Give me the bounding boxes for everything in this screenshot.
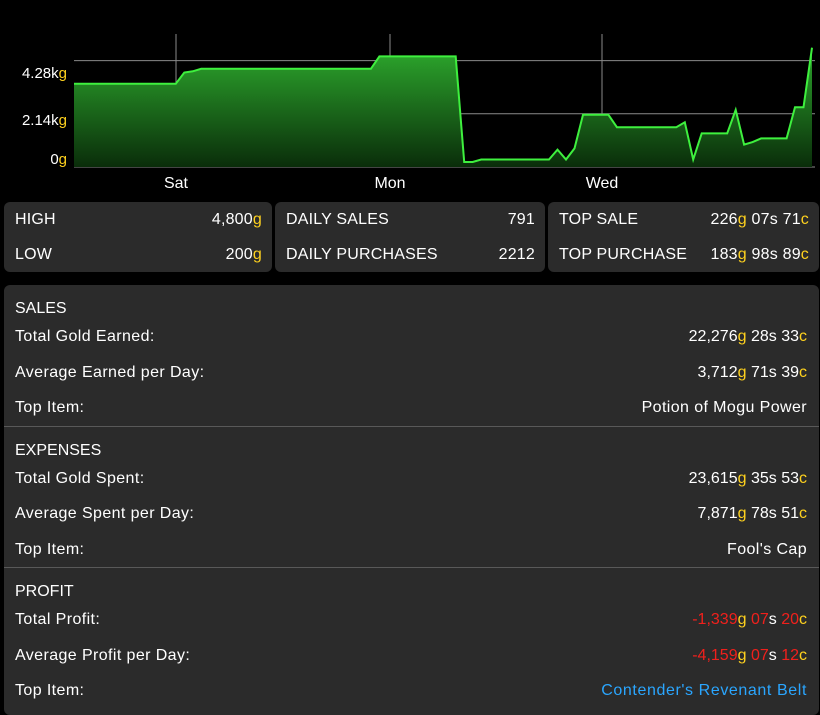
daily-purchases-row: DAILY PURCHASES 2212 (286, 237, 535, 272)
sales-top-item-row: Top Item: Potion of Mogu Power (15, 390, 807, 426)
total-earned-label: Total Gold Earned: (15, 328, 155, 345)
total-spent-value: 23,615g 35s 53c (688, 469, 807, 487)
daily-volume-box: DAILY SALES 791 DAILY PURCHASES 2212 (275, 202, 545, 272)
avg-profit-value: -4,159g 07s 12c (692, 646, 807, 664)
sales-section: SALES Total Gold Earned: 22,276g 28s 33c… (4, 285, 819, 427)
profit-title: PROFIT (15, 583, 74, 600)
high-row: HIGH 4,800g (15, 202, 262, 237)
y-tick-label: 4.28kg (22, 65, 67, 82)
x-tick-label: Mon (374, 175, 405, 192)
y-axis-labels: 4.28kg 2.14kg 0g (22, 65, 67, 168)
low-label: LOW (15, 246, 53, 263)
total-earned-value: 22,276g 28s 33c (688, 328, 807, 345)
total-profit-row: Total Profit: -1,339g 07s 20c (15, 602, 807, 638)
y-tick-label: 2.14kg (22, 112, 67, 129)
high-low-box: HIGH 4,800g LOW 200g (4, 202, 272, 272)
x-axis-labels: Sat Mon Wed (164, 175, 618, 192)
total-spent-row: Total Gold Spent: 23,615g 35s 53c (15, 461, 807, 497)
avg-spent-value: 7,871g 78s 51c (697, 505, 807, 522)
daily-purchases-value: 2212 (498, 246, 535, 263)
avg-earned-value: 3,712g 71s 39c (697, 363, 807, 381)
expenses-top-item-label: Top Item: (15, 540, 85, 558)
expenses-title: EXPENSES (15, 441, 102, 459)
expenses-top-item-value: Fool's Cap (727, 540, 807, 558)
top-sale-label: TOP SALE (559, 211, 639, 228)
price-history-chart: 4.28kg 2.14kg 0g Sat Mon Wed (22, 34, 815, 192)
top-sale-value: 226g 07s 71c (710, 211, 809, 228)
total-profit-label: Total Profit: (15, 611, 101, 628)
profit-top-item-link[interactable]: Contender's Revenant Belt (601, 682, 807, 699)
avg-profit-row: Average Profit per Day: -4,159g 07s 12c (15, 638, 807, 674)
profit-top-item-row: Top Item: Contender's Revenant Belt (15, 673, 807, 709)
top-purchase-label: TOP PURCHASE (559, 246, 688, 263)
expenses-top-item-row: Top Item: Fool's Cap (15, 532, 807, 568)
top-purchase-row: TOP PURCHASE 183g 98s 89c (559, 237, 809, 272)
y-tick-label: 0g (50, 151, 67, 168)
total-profit-value: -1,339g 07s 20c (692, 611, 807, 628)
low-value: 200g (225, 246, 262, 263)
avg-earned-row: Average Earned per Day: 3,712g 71s 39c (15, 355, 807, 391)
avg-profit-label: Average Profit per Day: (15, 646, 191, 664)
price-area (74, 47, 812, 168)
high-value: 4,800g (211, 211, 262, 228)
daily-sales-value: 791 (507, 211, 535, 228)
top-trade-box: TOP SALE 226g 07s 71c TOP PURCHASE 183g … (548, 202, 819, 272)
avg-spent-row: Average Spent per Day: 7,871g 78s 51c (15, 496, 807, 532)
sales-top-item-label: Top Item: (15, 399, 85, 416)
profit-top-item-label: Top Item: (15, 682, 85, 699)
top-sale-row: TOP SALE 226g 07s 71c (559, 202, 809, 237)
low-row: LOW 200g (15, 237, 262, 272)
avg-spent-label: Average Spent per Day: (15, 505, 195, 522)
expenses-section: EXPENSES Total Gold Spent: 23,615g 35s 5… (4, 427, 819, 568)
top-purchase-value: 183g 98s 89c (710, 246, 809, 263)
daily-sales-label: DAILY SALES (286, 211, 389, 228)
profit-section: PROFIT Total Profit: -1,339g 07s 20c Ave… (4, 568, 819, 709)
daily-sales-row: DAILY SALES 791 (286, 202, 535, 237)
price-line (74, 47, 813, 164)
x-tick-label: Sat (164, 175, 189, 192)
avg-earned-label: Average Earned per Day: (15, 363, 205, 381)
total-earned-row: Total Gold Earned: 22,276g 28s 33c (15, 319, 807, 355)
high-label: HIGH (15, 211, 56, 228)
summary-panel: SALES Total Gold Earned: 22,276g 28s 33c… (4, 285, 819, 715)
sales-top-item-value: Potion of Mogu Power (641, 399, 807, 416)
sales-title: SALES (15, 300, 67, 317)
x-tick-label: Wed (586, 175, 619, 192)
daily-purchases-label: DAILY PURCHASES (286, 246, 438, 263)
total-spent-label: Total Gold Spent: (15, 469, 145, 487)
price-stats-bar: HIGH 4,800g LOW 200g DAILY SALES 791 DAI… (4, 202, 819, 272)
